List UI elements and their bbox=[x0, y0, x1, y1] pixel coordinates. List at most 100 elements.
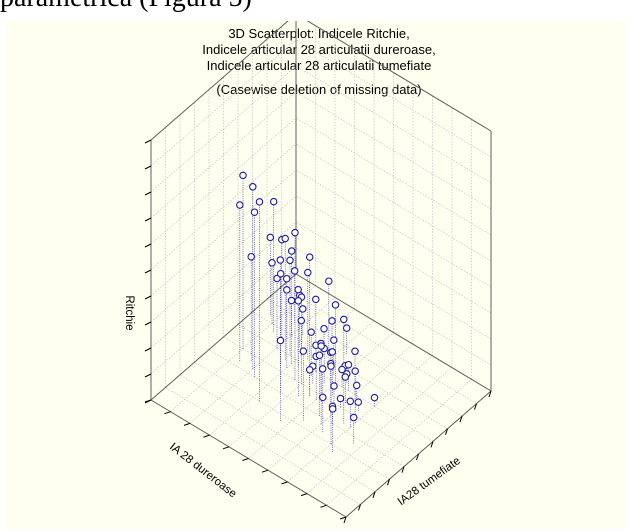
data-point bbox=[346, 397, 355, 406]
data-point bbox=[281, 234, 289, 243]
data-point bbox=[294, 285, 302, 294]
data-point bbox=[325, 277, 333, 285]
frame-edge bbox=[150, 273, 297, 401]
axis-tick bbox=[144, 217, 152, 222]
axis-tick bbox=[242, 458, 249, 461]
data-point bbox=[255, 198, 264, 206]
grid-line bbox=[150, 247, 297, 375]
grid-line bbox=[189, 297, 336, 424]
data-point bbox=[236, 201, 244, 209]
grid-line bbox=[295, 221, 492, 340]
chart-subtitle: (Casewise deletion of missing data) bbox=[216, 82, 421, 97]
grid-line bbox=[295, 91, 492, 210]
frame-edge bbox=[295, 273, 492, 392]
data-point bbox=[320, 324, 328, 333]
axis-tick bbox=[261, 469, 269, 473]
data-point bbox=[304, 268, 312, 277]
grid-line bbox=[209, 308, 355, 436]
axis-tick bbox=[144, 191, 152, 196]
data-point bbox=[299, 347, 308, 355]
axis-tick bbox=[144, 399, 152, 403]
axis-tick bbox=[300, 493, 308, 497]
grid-line bbox=[237, 324, 434, 442]
axis-tick bbox=[372, 491, 376, 498]
axis-tick bbox=[144, 165, 152, 170]
axis-tick bbox=[144, 321, 152, 326]
data-point bbox=[328, 317, 336, 325]
grid-line bbox=[208, 349, 405, 467]
grid-line bbox=[295, 169, 492, 288]
data-point bbox=[342, 324, 351, 332]
axis-label-dureroase: IA 28 dureroase bbox=[167, 441, 238, 500]
data-point bbox=[331, 301, 340, 309]
data-point bbox=[328, 348, 337, 356]
axis-tick bbox=[445, 428, 448, 435]
data-point bbox=[287, 296, 296, 305]
data-point bbox=[276, 336, 285, 345]
data-point bbox=[327, 362, 335, 370]
data-point bbox=[291, 228, 299, 237]
axis-tick bbox=[144, 269, 152, 274]
frame-edge bbox=[150, 21, 289, 141]
data-point bbox=[247, 252, 255, 261]
data-point bbox=[319, 393, 327, 402]
data-point bbox=[315, 351, 324, 359]
data-point bbox=[297, 316, 306, 325]
grid-line bbox=[150, 169, 297, 297]
axis-tick bbox=[203, 434, 210, 438]
chart-title-line-2: Indicele articular 28 articulatii durero… bbox=[202, 42, 435, 57]
axis-tick bbox=[144, 243, 152, 248]
axis-tick bbox=[358, 504, 361, 511]
data-point bbox=[351, 347, 359, 356]
data-point bbox=[269, 197, 278, 206]
grid-line bbox=[252, 311, 448, 430]
data-point bbox=[307, 328, 315, 336]
data-points bbox=[236, 171, 379, 422]
axis-label-tumefiate: IA28 tumefiate bbox=[396, 455, 463, 508]
grid-line bbox=[295, 247, 492, 366]
data-point bbox=[276, 269, 285, 278]
data-point bbox=[312, 295, 320, 304]
data-point bbox=[283, 286, 291, 294]
grid-line bbox=[295, 143, 492, 262]
grid-line bbox=[150, 117, 297, 245]
data-point bbox=[239, 171, 247, 180]
grid-line bbox=[194, 361, 390, 480]
data-point bbox=[336, 394, 345, 403]
data-point bbox=[287, 247, 296, 255]
axis-tick bbox=[144, 347, 152, 352]
data-point bbox=[352, 381, 361, 390]
data-point bbox=[354, 398, 363, 406]
axis-tick bbox=[183, 422, 191, 426]
document-text-fragment: parametrică (Figura 5) bbox=[0, 0, 631, 14]
axis-tick bbox=[488, 390, 492, 398]
drop-lines bbox=[239, 175, 375, 453]
data-point bbox=[370, 393, 379, 402]
grid-line bbox=[150, 143, 297, 271]
axis-tick bbox=[339, 516, 347, 520]
data-point bbox=[341, 373, 350, 381]
grid-line bbox=[165, 387, 361, 505]
axis-tick bbox=[430, 441, 434, 448]
data-point bbox=[286, 256, 294, 265]
grid-line bbox=[295, 195, 492, 314]
data-point bbox=[338, 365, 346, 374]
data-point bbox=[294, 297, 303, 305]
data-point bbox=[305, 253, 314, 261]
axis-tick bbox=[144, 295, 152, 300]
data-point bbox=[351, 367, 359, 375]
data-point bbox=[330, 382, 338, 390]
grid-line bbox=[179, 374, 376, 493]
axis-tick bbox=[144, 373, 152, 378]
grid-line bbox=[150, 65, 297, 193]
grid-line bbox=[287, 355, 433, 483]
data-point bbox=[249, 183, 257, 191]
data-point bbox=[273, 274, 281, 283]
data-point bbox=[344, 360, 353, 369]
axis-tick bbox=[222, 446, 230, 450]
chart-title-line-1: 3D Scatterplot: Indicele Ritchie, bbox=[228, 26, 409, 41]
chart-title-line-3: Indicele articular 28 articulatii tumefi… bbox=[207, 58, 432, 73]
frame-edge bbox=[306, 21, 492, 132]
axis-label-ritchie: Ritchie bbox=[123, 295, 135, 330]
axis-tick bbox=[281, 481, 288, 485]
